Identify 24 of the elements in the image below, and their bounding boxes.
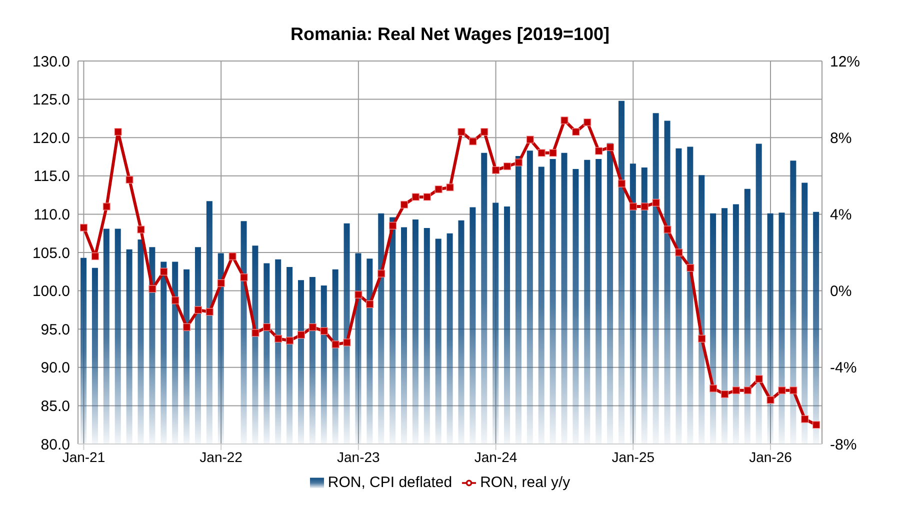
x-tick-label: Jan-25	[612, 448, 655, 465]
y-tick-label: 95.0	[40, 321, 70, 338]
y-tick-label: 130.0	[32, 53, 70, 70]
y2-tick-label: 0%	[830, 283, 852, 300]
y2-tick-label: 4%	[830, 206, 852, 224]
legend-label: RON, real y/y	[480, 474, 570, 491]
y2-tick-label: -4%	[830, 360, 857, 377]
y-tick-label: 85.0	[40, 398, 70, 416]
y2-tick-label: 8%	[830, 130, 852, 147]
x-tick-label: Jan-24	[474, 448, 518, 465]
y-tick-label: 100.0	[32, 283, 70, 300]
legend-label: RON, CPI deflated	[328, 474, 452, 491]
y-tick-label: 115.0	[34, 168, 70, 186]
y-tick-label: 120.0	[32, 130, 70, 147]
x-tick-label: Jan-26	[749, 448, 792, 465]
y2-tick-label: 12%	[830, 53, 860, 70]
y-tick-label: 90.0	[40, 360, 70, 377]
y-tick-label: 125.0	[32, 92, 70, 109]
y-tick-label: 110.0	[34, 206, 70, 224]
x-tick-label: Jan-22	[200, 448, 243, 465]
x-tick-label: Jan-23	[337, 448, 380, 465]
y-tick-label: 105.0	[32, 244, 70, 262]
y2-tick-label: -8%	[830, 436, 857, 454]
chart-title: Romania: Real Net Wages [2019=100]	[290, 24, 610, 45]
